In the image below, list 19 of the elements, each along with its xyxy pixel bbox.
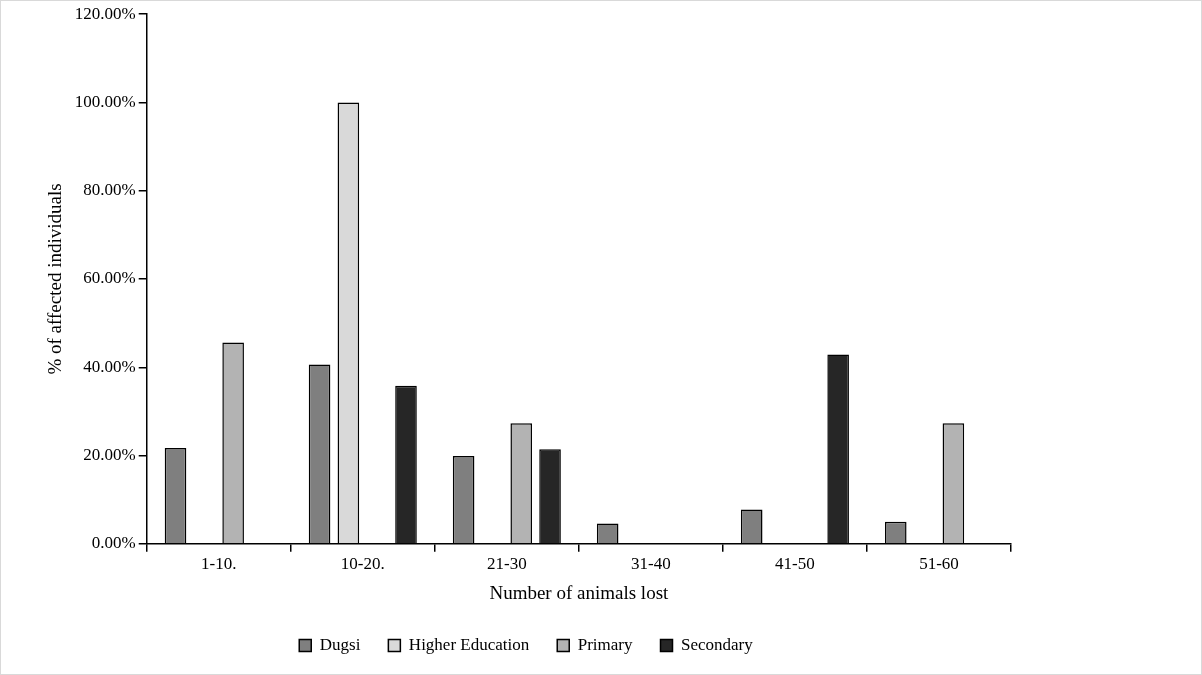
y-axis-title: % of affected individuals [44,183,66,375]
legend-label: Higher Education [408,634,530,654]
y-tick-label: 120.00% [74,3,136,23]
y-tick-label: 0.00% [91,533,136,553]
y-tick-label: 80.00% [83,180,136,200]
x-tick-label: 51-60 [919,554,959,574]
y-tick-label: 60.00% [83,268,136,288]
x-tick-label: 1-10. [201,554,237,574]
x-tick-label: 31-40 [631,554,671,574]
x-tick-label: 41-50 [775,554,815,574]
x-tick-label: 10-20. [340,554,385,574]
legend-label: Primary [577,634,634,654]
x-axis-title: Number of animals lost [489,581,670,603]
legend-label: Dugsi [319,634,361,654]
y-tick-label: 40.00% [83,356,136,376]
y-tick-label: 20.00% [83,445,136,464]
x-tick-label: 21-30 [487,554,527,574]
y-tick-label: 100.00% [74,91,136,111]
legend-label: Secondary [681,634,754,654]
